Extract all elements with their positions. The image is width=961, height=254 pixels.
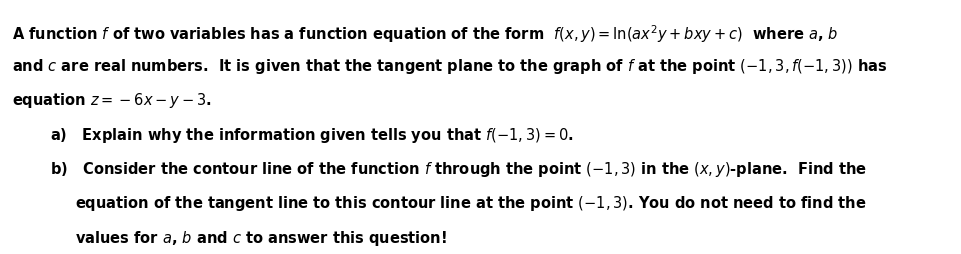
Text: equation $z = -6x - y - 3$.: equation $z = -6x - y - 3$. bbox=[12, 91, 211, 110]
Text: equation of the tangent line to this contour line at the point $(-1, 3)$. You do: equation of the tangent line to this con… bbox=[75, 194, 866, 213]
Text: b)   Consider the contour line of the function $f$ through the point $(-1, 3)$ i: b) Consider the contour line of the func… bbox=[50, 160, 866, 179]
Text: A function $f$ of two variables has a function equation of the form  $f(x, y) = : A function $f$ of two variables has a fu… bbox=[12, 23, 837, 44]
Text: and $c$ are real numbers.  It is given that the tangent plane to the graph of $f: and $c$ are real numbers. It is given th… bbox=[12, 57, 886, 76]
Text: values for $a$, $b$ and $c$ to answer this question!: values for $a$, $b$ and $c$ to answer th… bbox=[75, 229, 447, 248]
Text: a)   Explain why the information given tells you that $f(-1, 3) = 0$.: a) Explain why the information given tel… bbox=[50, 126, 573, 145]
